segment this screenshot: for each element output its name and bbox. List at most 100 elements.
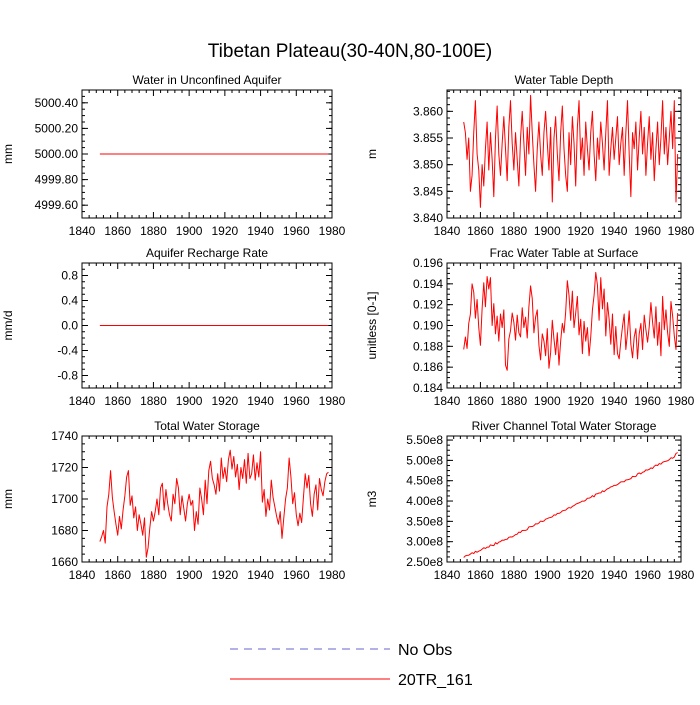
- x-tick-label: 1980: [668, 224, 695, 238]
- x-tick-label: 1920: [212, 224, 239, 238]
- x-tick-label: 1860: [104, 568, 131, 582]
- x-tick-label: 1940: [247, 394, 274, 408]
- y-tick-label: 4999.80: [35, 173, 79, 187]
- x-tick-label: 1980: [319, 394, 346, 408]
- x-tick-label: 1880: [501, 224, 528, 238]
- y-axis-label: m: [365, 149, 379, 159]
- legend-label-20tr-161: 20TR_161: [398, 672, 473, 689]
- x-tick-label: 1860: [467, 568, 494, 582]
- y-tick-label: 3.845: [413, 184, 443, 198]
- y-tick-label: -0.8: [57, 369, 78, 383]
- panel-3: Aquifer Recharge Rate mm/d 1840 1860 1880 190…: [1, 246, 346, 408]
- panel-title: Water Table Depth: [515, 73, 614, 87]
- x-tick-label: 1980: [668, 394, 695, 408]
- y-tick-label: 1720: [51, 461, 78, 475]
- y-tick-label: 1680: [51, 524, 78, 538]
- y-tick-label: 5000.00: [35, 147, 79, 161]
- y-tick-label: 0.0: [61, 319, 78, 333]
- y-tick-label: 0.184: [413, 381, 443, 395]
- y-tick-label: 3.00e8: [406, 535, 443, 549]
- x-tick-label: 1900: [176, 568, 203, 582]
- y-tick-label: 3.840: [413, 211, 443, 225]
- panels: Water in Unconfined Aquifer mm 1840 1860 188…: [1, 73, 695, 582]
- y-tick-label: 0.196: [413, 256, 443, 270]
- panel-title: Frac Water Table at Surface: [490, 246, 639, 260]
- x-tick-label: 1940: [247, 224, 274, 238]
- x-tick-label: 1880: [140, 394, 167, 408]
- y-tick-label: 5000.40: [35, 96, 79, 110]
- x-tick-label: 1960: [283, 568, 310, 582]
- panel-title: River Channel Total Water Storage: [472, 419, 657, 433]
- x-tick-label: 1940: [601, 568, 628, 582]
- legend: No Obs 20TR_161: [230, 642, 473, 689]
- series-line-20tr-161: [463, 271, 679, 371]
- x-tick-label: 1900: [534, 568, 561, 582]
- y-tick-label: 0.190: [413, 319, 443, 333]
- y-tick-label: 3.855: [413, 131, 443, 145]
- y-tick-label: 5.00e8: [406, 453, 443, 467]
- panel-title: Aquifer Recharge Rate: [146, 246, 268, 260]
- x-tick-label: 1980: [319, 568, 346, 582]
- series-line-20tr-161: [463, 94, 679, 208]
- y-tick-label: 3.850: [413, 158, 443, 172]
- x-tick-label: 1880: [501, 568, 528, 582]
- y-tick-label: 0.8: [61, 269, 78, 283]
- x-tick-label: 1880: [140, 224, 167, 238]
- x-tick-label: 1860: [467, 224, 494, 238]
- y-axis-label: mm/d: [1, 311, 15, 341]
- y-tick-label: 2.50e8: [406, 555, 443, 569]
- x-tick-label: 1900: [534, 224, 561, 238]
- y-tick-label: -0.4: [57, 344, 78, 358]
- y-tick-label: 4999.60: [35, 198, 79, 212]
- x-tick-label: 1960: [283, 224, 310, 238]
- y-axis-label: mm: [1, 144, 15, 164]
- panel-6: River Channel Total Water Storage m3 1840 1…: [365, 419, 695, 582]
- panel-2: Water Table Depth m 1840 1860 1880 1900 1920 19…: [365, 73, 695, 238]
- y-axis-label: mm: [1, 489, 15, 509]
- x-tick-label: 1960: [634, 224, 661, 238]
- y-tick-label: 0.194: [413, 277, 443, 291]
- x-tick-label: 1840: [69, 568, 96, 582]
- x-tick-label: 1920: [212, 394, 239, 408]
- x-tick-label: 1940: [601, 224, 628, 238]
- y-tick-label: 5000.20: [35, 121, 79, 135]
- x-tick-label: 1920: [567, 568, 594, 582]
- series-line-20tr-161: [463, 452, 678, 558]
- x-tick-label: 1880: [140, 568, 167, 582]
- panel-4: Frac Water Table at Surface unitless [0-1…: [365, 246, 695, 408]
- x-tick-label: 1900: [176, 394, 203, 408]
- x-tick-label: 1840: [434, 394, 461, 408]
- panel-title: Water in Unconfined Aquifer: [133, 73, 282, 87]
- x-tick-label: 1980: [668, 568, 695, 582]
- y-tick-label: 1660: [51, 555, 78, 569]
- y-tick-label: 1740: [51, 429, 78, 443]
- legend-label-no-obs: No Obs: [398, 642, 452, 659]
- x-tick-label: 1980: [319, 224, 346, 238]
- y-tick-label: 1700: [51, 492, 78, 506]
- x-tick-label: 1960: [283, 394, 310, 408]
- y-tick-label: 0.4: [61, 294, 78, 308]
- x-tick-label: 1960: [634, 394, 661, 408]
- x-tick-label: 1880: [501, 394, 528, 408]
- x-tick-label: 1940: [247, 568, 274, 582]
- y-tick-label: 0.186: [413, 360, 443, 374]
- page-title: Tibetan Plateau(30-40N,80-100E): [208, 41, 492, 62]
- y-tick-label: 4.00e8: [406, 494, 443, 508]
- x-tick-label: 1840: [69, 224, 96, 238]
- y-tick-label: 0.192: [413, 298, 443, 312]
- y-axis-label: unitless [0-1]: [365, 291, 379, 359]
- x-tick-label: 1840: [69, 394, 96, 408]
- x-tick-label: 1840: [434, 224, 461, 238]
- x-tick-label: 1900: [176, 224, 203, 238]
- x-tick-label: 1900: [534, 394, 561, 408]
- x-tick-label: 1860: [104, 224, 131, 238]
- y-tick-label: 0.188: [413, 339, 443, 353]
- panel-1: Water in Unconfined Aquifer mm 1840 1860 188…: [1, 73, 346, 238]
- plot-frame: [446, 435, 682, 563]
- y-tick-label: 5.50e8: [406, 433, 443, 447]
- x-tick-label: 1920: [567, 224, 594, 238]
- x-tick-label: 1920: [212, 568, 239, 582]
- y-tick-label: 4.50e8: [406, 474, 443, 488]
